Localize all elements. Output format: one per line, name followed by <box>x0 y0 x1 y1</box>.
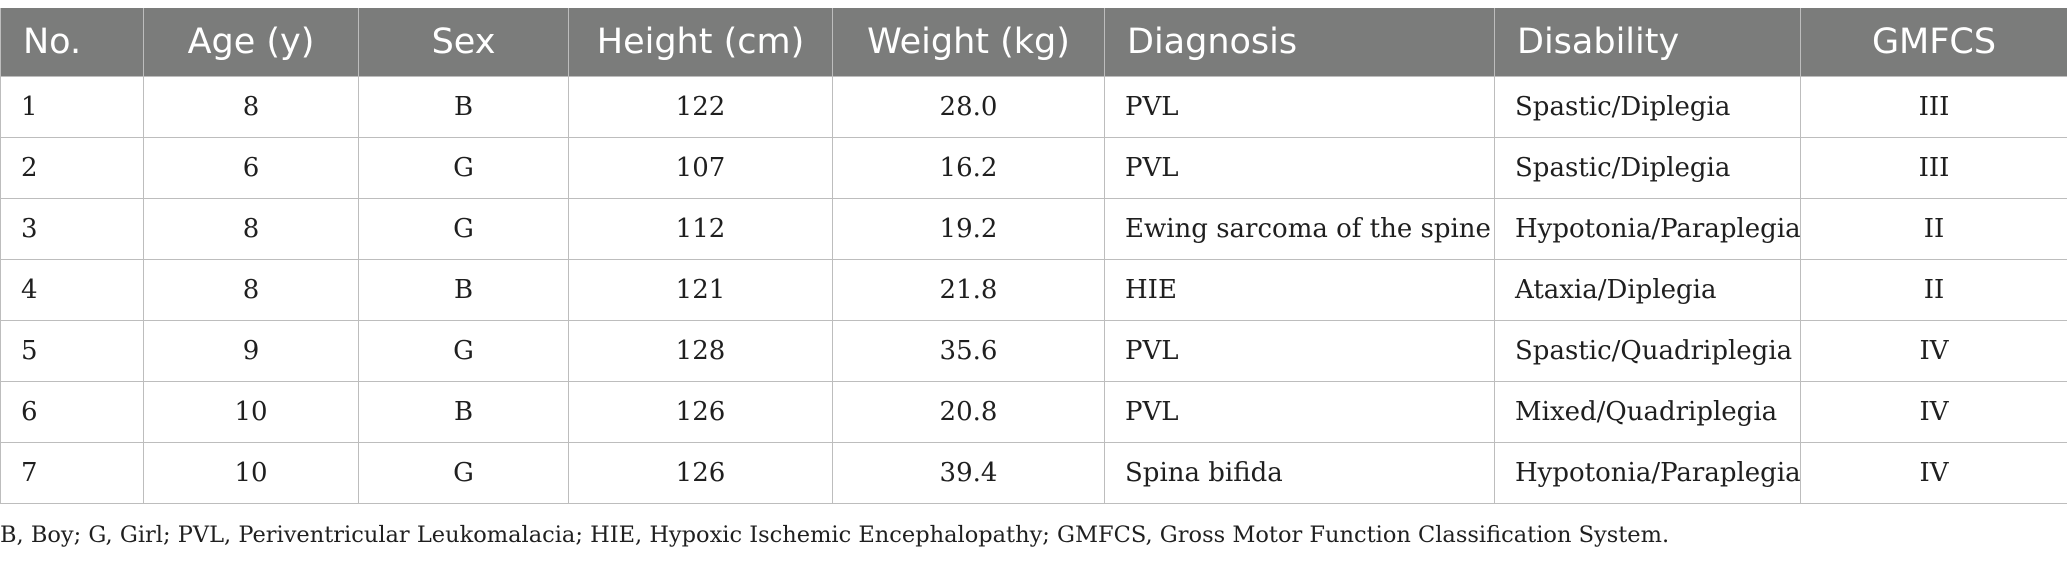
cell-weight: 20.8 <box>832 381 1105 443</box>
cell-diagnosis: PVL <box>1104 320 1495 382</box>
cell-diagnosis: Ewing sarcoma of the spine <box>1104 198 1495 260</box>
cell-gmfcs: II <box>1800 198 2067 260</box>
cell-diagnosis: PVL <box>1104 381 1495 443</box>
cell-weight: 35.6 <box>832 320 1105 382</box>
cell-weight: 19.2 <box>832 198 1105 260</box>
cell-sex: G <box>358 442 569 504</box>
cell-age: 8 <box>143 76 359 138</box>
cell-age: 9 <box>143 320 359 382</box>
cell-age: 10 <box>143 381 359 443</box>
cell-no: 3 <box>0 198 144 260</box>
table-row: 4 8 B 121 21.8 HIE Ataxia/Diplegia II <box>0 259 2067 321</box>
cell-sex: B <box>358 381 569 443</box>
cell-no: 7 <box>0 442 144 504</box>
cell-disability: Hypotonia/Paraplegia <box>1494 198 1801 260</box>
cell-age: 6 <box>143 137 359 199</box>
cell-diagnosis: PVL <box>1104 76 1495 138</box>
cell-height: 126 <box>568 381 833 443</box>
cell-sex: B <box>358 259 569 321</box>
table-row: 7 10 G 126 39.4 Spina bifida Hypotonia/P… <box>0 442 2067 504</box>
cell-no: 2 <box>0 137 144 199</box>
cell-disability: Spastic/Diplegia <box>1494 76 1801 138</box>
cell-diagnosis: PVL <box>1104 137 1495 199</box>
cell-gmfcs: II <box>1800 259 2067 321</box>
cell-disability: Spastic/Quadriplegia <box>1494 320 1801 382</box>
cell-gmfcs: IV <box>1800 442 2067 504</box>
cell-disability: Mixed/Quadriplegia <box>1494 381 1801 443</box>
cell-gmfcs: IV <box>1800 381 2067 443</box>
header-weight: Weight (kg) <box>832 8 1105 77</box>
header-height: Height (cm) <box>568 8 833 77</box>
cell-diagnosis: HIE <box>1104 259 1495 321</box>
cell-sex: G <box>358 137 569 199</box>
cell-diagnosis: Spina bifida <box>1104 442 1495 504</box>
patient-characteristics-table-container: No. Age (y) Sex Height (cm) Weight (kg) … <box>0 8 2067 504</box>
cell-no: 4 <box>0 259 144 321</box>
header-gmfcs: GMFCS <box>1800 8 2067 77</box>
cell-sex: G <box>358 320 569 382</box>
table-row: 3 8 G 112 19.2 Ewing sarcoma of the spin… <box>0 198 2067 260</box>
table-row: 5 9 G 128 35.6 PVL Spastic/Quadriplegia … <box>0 320 2067 382</box>
cell-weight: 39.4 <box>832 442 1105 504</box>
header-sex: Sex <box>358 8 569 77</box>
table-footnote: B, Boy; G, Girl; PVL, Periventricular Le… <box>0 522 1670 548</box>
header-no: No. <box>0 8 144 77</box>
cell-sex: B <box>358 76 569 138</box>
table-row: 1 8 B 122 28.0 PVL Spastic/Diplegia III <box>0 76 2067 138</box>
cell-age: 8 <box>143 259 359 321</box>
cell-no: 1 <box>0 76 144 138</box>
cell-height: 122 <box>568 76 833 138</box>
cell-age: 10 <box>143 442 359 504</box>
patient-characteristics-table: No. Age (y) Sex Height (cm) Weight (kg) … <box>0 8 2067 504</box>
cell-disability: Ataxia/Diplegia <box>1494 259 1801 321</box>
cell-height: 107 <box>568 137 833 199</box>
cell-weight: 28.0 <box>832 76 1105 138</box>
cell-gmfcs: IV <box>1800 320 2067 382</box>
table-row: 2 6 G 107 16.2 PVL Spastic/Diplegia III <box>0 137 2067 199</box>
cell-no: 6 <box>0 381 144 443</box>
header-age: Age (y) <box>143 8 359 77</box>
cell-age: 8 <box>143 198 359 260</box>
table-header-row: No. Age (y) Sex Height (cm) Weight (kg) … <box>0 8 2067 77</box>
cell-height: 128 <box>568 320 833 382</box>
header-disability: Disability <box>1494 8 1801 77</box>
cell-no: 5 <box>0 320 144 382</box>
cell-height: 121 <box>568 259 833 321</box>
cell-height: 126 <box>568 442 833 504</box>
table-row: 6 10 B 126 20.8 PVL Mixed/Quadriplegia I… <box>0 381 2067 443</box>
cell-gmfcs: III <box>1800 137 2067 199</box>
header-diagnosis: Diagnosis <box>1104 8 1495 77</box>
cell-weight: 21.8 <box>832 259 1105 321</box>
cell-sex: G <box>358 198 569 260</box>
cell-gmfcs: III <box>1800 76 2067 138</box>
cell-height: 112 <box>568 198 833 260</box>
cell-disability: Hypotonia/Paraplegia <box>1494 442 1801 504</box>
cell-disability: Spastic/Diplegia <box>1494 137 1801 199</box>
cell-weight: 16.2 <box>832 137 1105 199</box>
